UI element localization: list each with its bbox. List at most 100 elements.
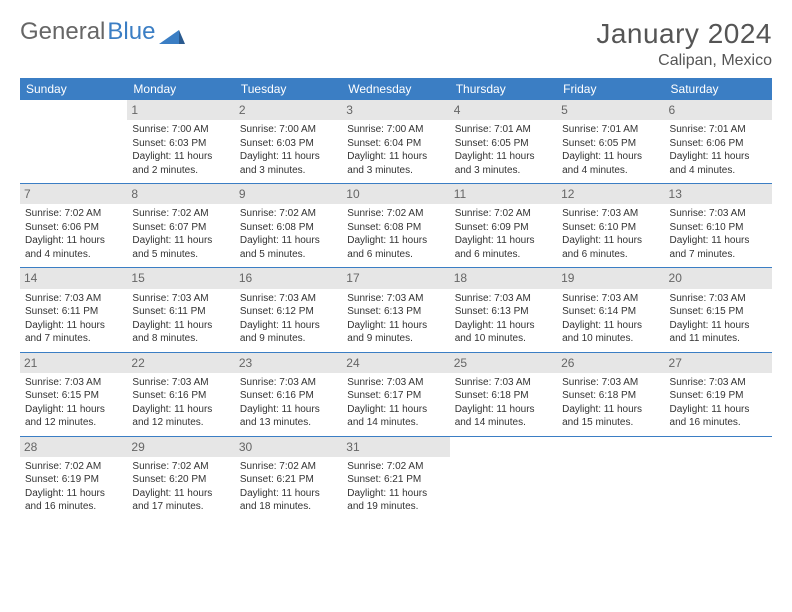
calendar-cell: 28 Sunrise: 7:02 AMSunset: 6:19 PMDayligh… xyxy=(20,437,127,520)
daylight-text: Daylight: 11 hours xyxy=(347,487,444,501)
sunset-text: Sunset: 6:03 PM xyxy=(240,137,337,151)
sunset-text: Sunset: 6:11 PM xyxy=(132,305,229,319)
calendar-cell: 30Sunrise: 7:02 AMSunset: 6:21 PMDayligh… xyxy=(235,437,342,520)
sunset-text: Sunset: 6:04 PM xyxy=(347,137,444,151)
daylight-text: and 10 minutes. xyxy=(455,332,552,346)
daylight-text: Daylight: 11 hours xyxy=(240,403,337,417)
daylight-text: Daylight: 11 hours xyxy=(455,403,552,417)
day-number: 27 xyxy=(665,353,772,373)
sunset-text: Sunset: 6:10 PM xyxy=(562,221,659,235)
daylight-text: Daylight: 11 hours xyxy=(562,319,659,333)
daylight-text: and 7 minutes. xyxy=(25,332,122,346)
daylight-text: and 6 minutes. xyxy=(347,248,444,262)
sunset-text: Sunset: 6:19 PM xyxy=(25,473,122,487)
daylight-text: and 5 minutes. xyxy=(240,248,337,262)
location-label: Calipan, Mexico xyxy=(596,52,772,70)
sunrise-text: Sunrise: 7:03 AM xyxy=(455,292,552,306)
calendar-cell: 14Sunrise: 7:03 AMSunset: 6:11 PMDayligh… xyxy=(20,268,127,352)
daylight-text: Daylight: 11 hours xyxy=(25,319,122,333)
calendar-cell: 11Sunrise: 7:02 AMSunset: 6:09 PMDayligh… xyxy=(450,184,557,268)
day-number: 22 xyxy=(127,353,234,373)
sunrise-text: Sunrise: 7:00 AM xyxy=(347,123,444,137)
sunrise-text: Sunrise: 7:02 AM xyxy=(25,460,122,474)
calendar-cell: 23Sunrise: 7:03 AMSunset: 6:16 PMDayligh… xyxy=(235,353,342,437)
day-number: 19 xyxy=(557,268,664,288)
day-header: Monday xyxy=(127,78,234,100)
sunset-text: Sunset: 6:15 PM xyxy=(25,389,122,403)
day-number: 30 xyxy=(235,437,342,457)
daylight-text: Daylight: 11 hours xyxy=(240,150,337,164)
daylight-text: Daylight: 11 hours xyxy=(240,487,337,501)
sunrise-text: Sunrise: 7:01 AM xyxy=(670,123,767,137)
calendar-cell: 16Sunrise: 7:03 AMSunset: 6:12 PMDayligh… xyxy=(235,268,342,352)
daylight-text: and 3 minutes. xyxy=(455,164,552,178)
daylight-text: Daylight: 11 hours xyxy=(347,403,444,417)
calendar-cell: 15Sunrise: 7:03 AMSunset: 6:11 PMDayligh… xyxy=(127,268,234,352)
sunrise-text: Sunrise: 7:02 AM xyxy=(132,460,229,474)
calendar-cell: 29Sunrise: 7:02 AMSunset: 6:20 PMDayligh… xyxy=(127,437,234,520)
day-number: 8 xyxy=(127,184,234,204)
sunset-text: Sunset: 6:21 PM xyxy=(347,473,444,487)
sunrise-text: Sunrise: 7:02 AM xyxy=(25,207,122,221)
sunset-text: Sunset: 6:10 PM xyxy=(670,221,767,235)
daylight-text: Daylight: 11 hours xyxy=(455,150,552,164)
calendar-cell xyxy=(665,437,772,520)
logo-text-blue: Blue xyxy=(107,18,155,46)
sunrise-text: Sunrise: 7:00 AM xyxy=(132,123,229,137)
month-title: January 2024 xyxy=(596,18,772,50)
sunrise-text: Sunrise: 7:02 AM xyxy=(347,207,444,221)
calendar-table: SundayMondayTuesdayWednesdayThursdayFrid… xyxy=(20,78,772,520)
day-number: 12 xyxy=(557,184,664,204)
sunrise-text: Sunrise: 7:02 AM xyxy=(347,460,444,474)
day-number: 7 xyxy=(20,184,127,204)
sunset-text: Sunset: 6:06 PM xyxy=(670,137,767,151)
day-number: 9 xyxy=(235,184,342,204)
day-number: 23 xyxy=(235,353,342,373)
day-number: 13 xyxy=(665,184,772,204)
header: GeneralBlue January 2024 Calipan, Mexico xyxy=(20,18,772,70)
day-number: 10 xyxy=(342,184,449,204)
calendar-cell: 12Sunrise: 7:03 AMSunset: 6:10 PMDayligh… xyxy=(557,184,664,268)
day-number: 5 xyxy=(557,100,664,120)
sunrise-text: Sunrise: 7:01 AM xyxy=(455,123,552,137)
daylight-text: and 11 minutes. xyxy=(670,332,767,346)
calendar-body: 1Sunrise: 7:00 AMSunset: 6:03 PMDaylight… xyxy=(20,100,772,520)
daylight-text: Daylight: 11 hours xyxy=(562,403,659,417)
day-number: 4 xyxy=(450,100,557,120)
daylight-text: and 3 minutes. xyxy=(240,164,337,178)
calendar-cell: 4 Sunrise: 7:01 AMSunset: 6:05 PMDaylight… xyxy=(450,100,557,184)
day-number: 31 xyxy=(342,437,449,457)
daylight-text: Daylight: 11 hours xyxy=(240,234,337,248)
day-number: 14 xyxy=(20,268,127,288)
day-header: Sunday xyxy=(20,78,127,100)
calendar-cell: 9Sunrise: 7:02 AMSunset: 6:08 PMDaylight… xyxy=(235,184,342,268)
sunset-text: Sunset: 6:12 PM xyxy=(240,305,337,319)
daylight-text: Daylight: 11 hours xyxy=(132,150,229,164)
daylight-text: Daylight: 11 hours xyxy=(132,487,229,501)
day-number: 28 xyxy=(20,437,127,457)
daylight-text: and 12 minutes. xyxy=(132,416,229,430)
daylight-text: and 8 minutes. xyxy=(132,332,229,346)
calendar-cell: 6Sunrise: 7:01 AMSunset: 6:06 PMDaylight… xyxy=(665,100,772,184)
day-number: 17 xyxy=(342,268,449,288)
calendar-week: 28Sunrise: 7:02 AMSunset: 6:19 PMDayligh… xyxy=(20,437,772,520)
sunrise-text: Sunrise: 7:03 AM xyxy=(25,292,122,306)
sunset-text: Sunset: 6:18 PM xyxy=(562,389,659,403)
calendar-cell: 13Sunrise: 7:03 AMSunset: 6:10 PMDayligh… xyxy=(665,184,772,268)
day-number: 18 xyxy=(450,268,557,288)
sunrise-text: Sunrise: 7:00 AM xyxy=(240,123,337,137)
calendar-cell: 2Sunrise: 7:00 AMSunset: 6:03 PMDaylight… xyxy=(235,100,342,184)
daylight-text: and 18 minutes. xyxy=(240,500,337,514)
sunrise-text: Sunrise: 7:03 AM xyxy=(562,207,659,221)
calendar-week: 14 Sunrise: 7:03 AM Sunset: 6:11 PM Dayligh… xyxy=(20,268,772,352)
daylight-text: Daylight: 11 hours xyxy=(347,234,444,248)
daylight-text: and 16 minutes. xyxy=(25,500,122,514)
daylight-text: Daylight: 11 hours xyxy=(132,403,229,417)
daylight-text: and 15 minutes. xyxy=(562,416,659,430)
calendar-page: GeneralBlue January 2024 Calipan, Mexico… xyxy=(0,0,792,538)
sunset-text: Sunset: 6:05 PM xyxy=(455,137,552,151)
calendar-cell: 24Sunrise: 7:03 AMSunset: 6:17 PMDayligh… xyxy=(342,353,449,437)
day-number: 6 xyxy=(665,100,772,120)
sunrise-text: Sunrise: 7:03 AM xyxy=(240,292,337,306)
daylight-text: Daylight: 11 hours xyxy=(25,487,122,501)
